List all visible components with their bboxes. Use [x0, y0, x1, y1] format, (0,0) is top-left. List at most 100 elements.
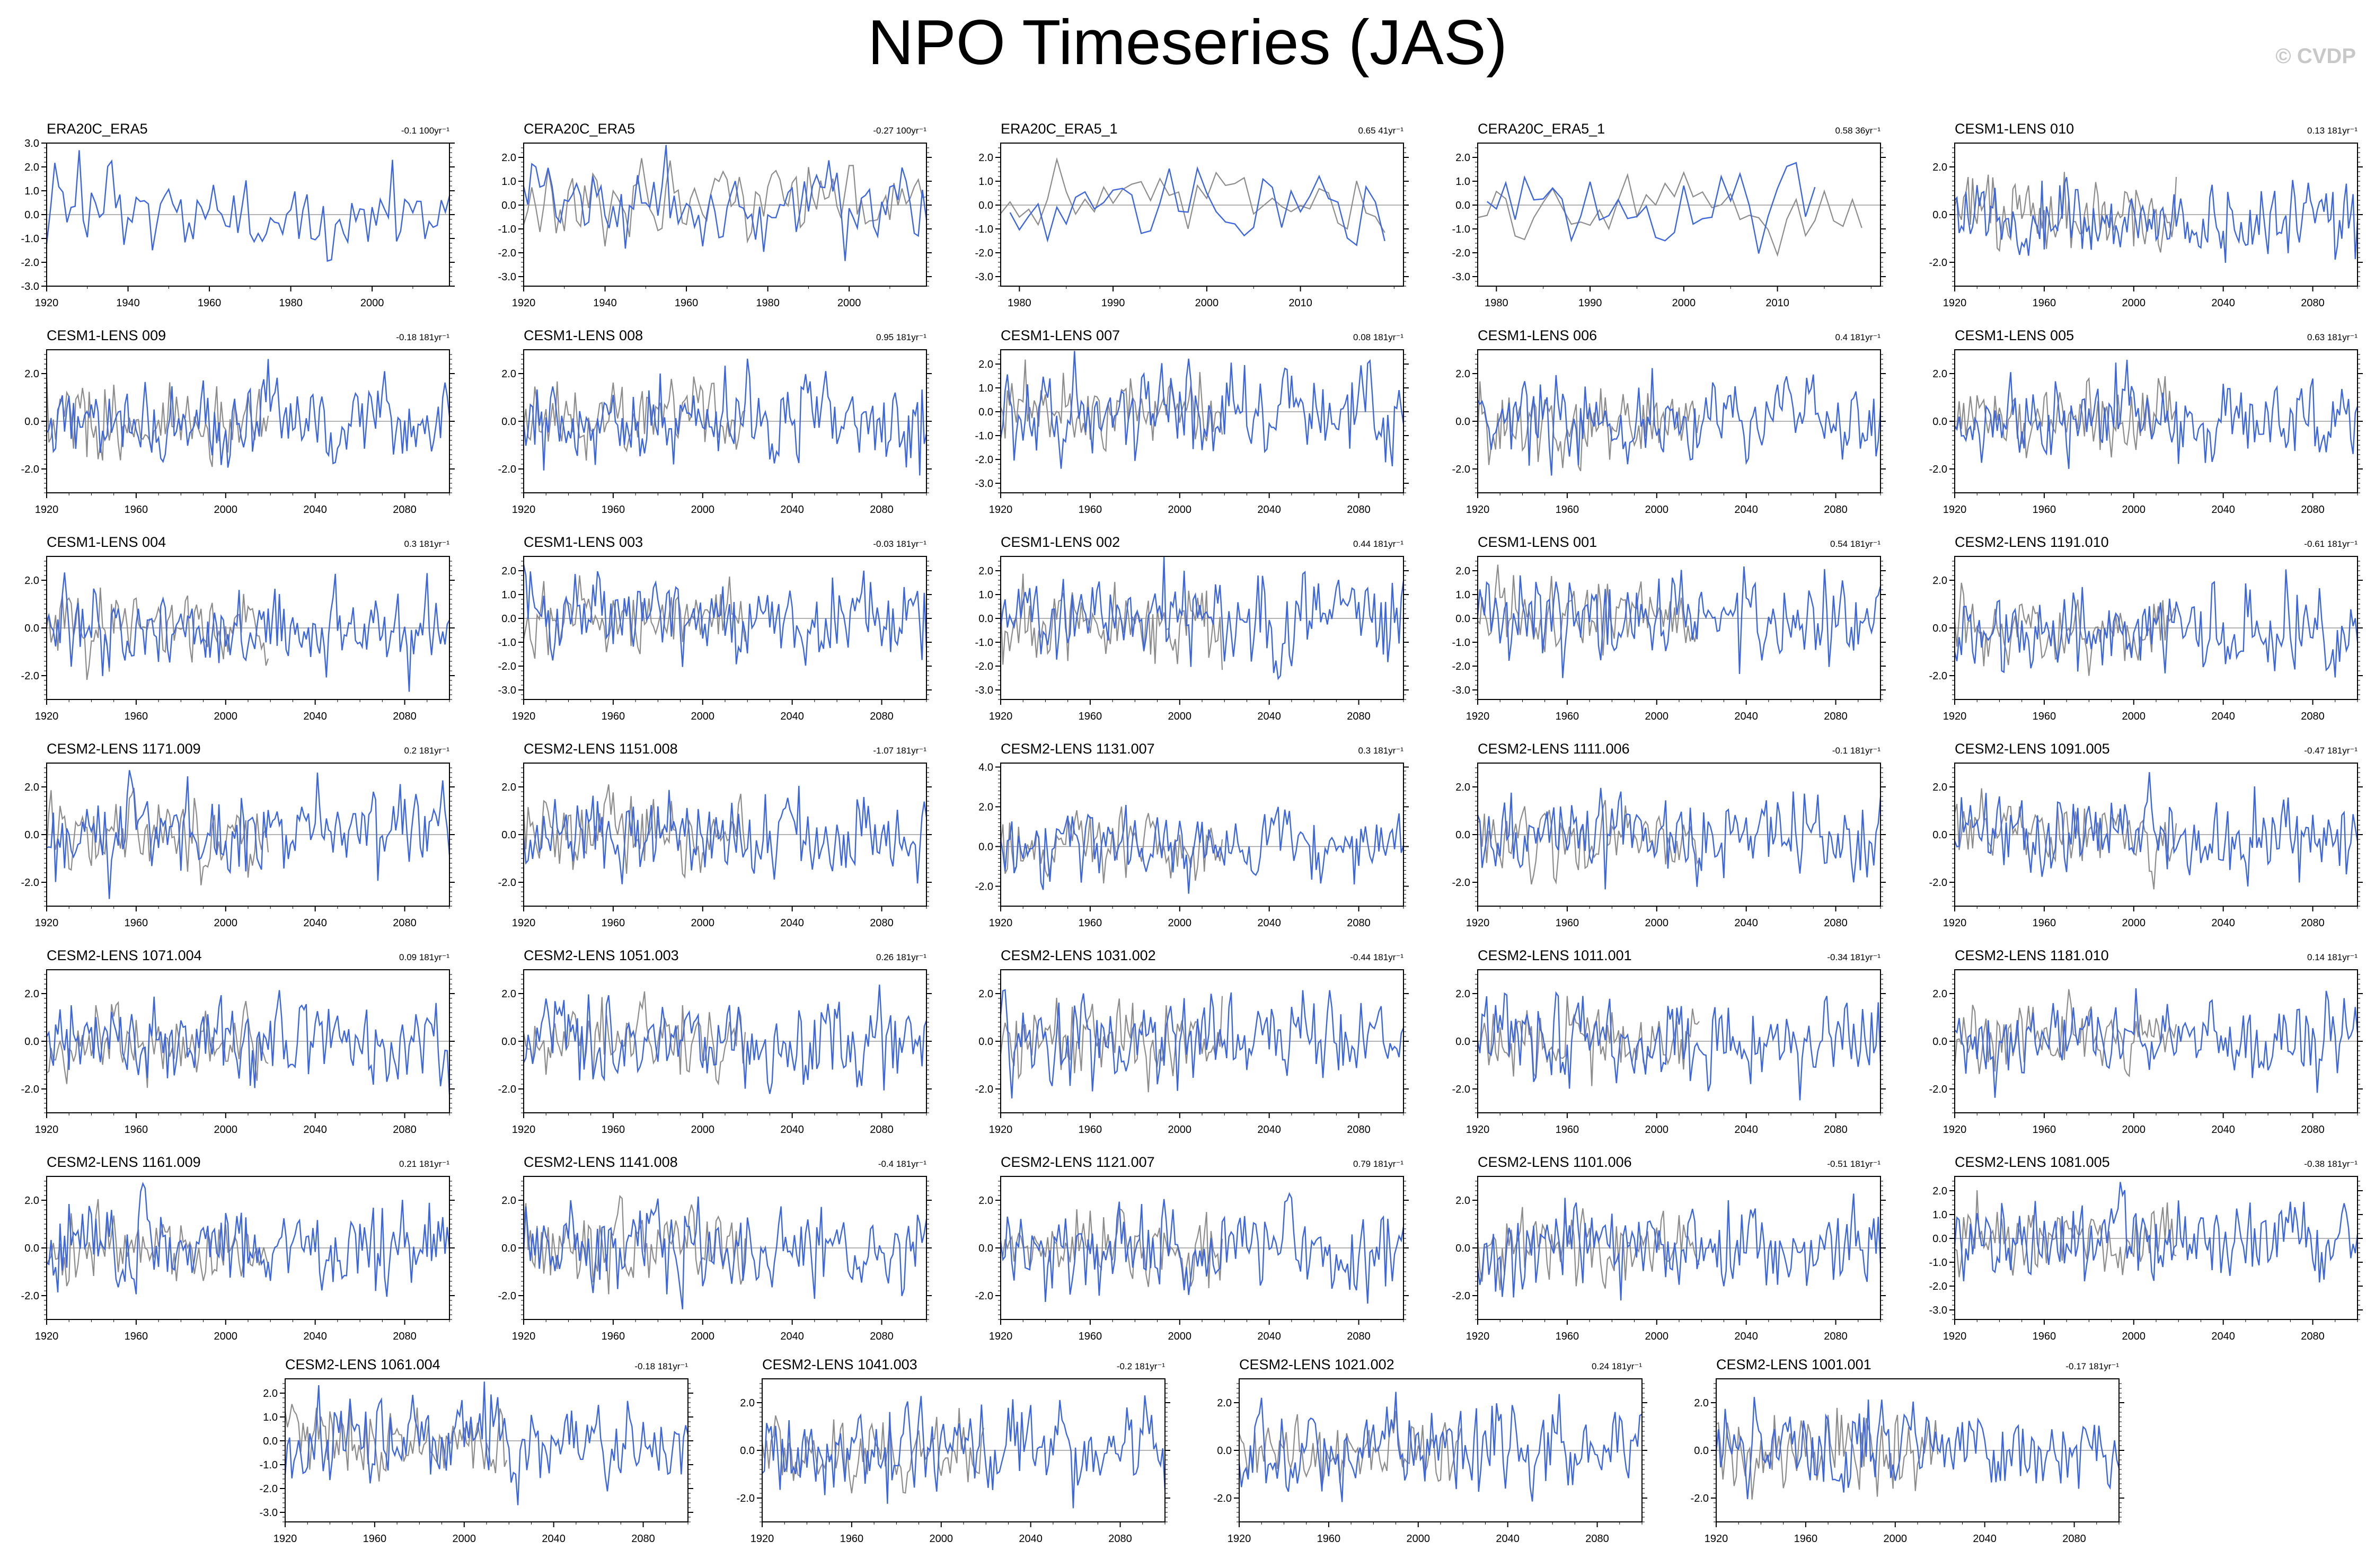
- x-tick-label: 1920: [1466, 1124, 1490, 1136]
- panel-title: CESM1-LENS 006: [1478, 327, 1597, 343]
- x-tick-label: 2000: [214, 711, 238, 722]
- y-tick-label: 0.0: [24, 829, 39, 841]
- series-line: [523, 145, 928, 261]
- x-tick-label: 2080: [393, 1124, 417, 1136]
- y-tick-label: -3.0: [1452, 271, 1470, 283]
- x-tick-label: 2080: [393, 711, 417, 722]
- y-tick-label: -3.0: [975, 685, 993, 696]
- panel-trend: 0.54 181yr⁻¹: [1830, 539, 1880, 549]
- series-line: [46, 359, 451, 468]
- panel-15: CESM2-LENS 1191.010 -0.61 181yr⁻¹ 2.0 0.0 -2…: [1929, 534, 2363, 722]
- y-tick-label: -2.0: [1452, 1084, 1470, 1095]
- x-tick-label: 2040: [303, 1124, 327, 1136]
- panel-8: CESM1-LENS 007 0.08 181yr⁻¹ 2.0 1.0 0.0 -1.0 -…: [975, 327, 1409, 516]
- y-tick-label: 2.0: [978, 359, 993, 370]
- y-tick-label: 0.0: [24, 209, 39, 221]
- y-tick-label: -2.0: [1452, 1290, 1470, 1302]
- series-line: [523, 564, 928, 667]
- panel-2: CERA20C_ERA5 -0.27 100yr⁻¹ 2.0 1.0 0.0 -1.0 -2…: [498, 121, 932, 309]
- x-tick-label: 1960: [198, 297, 222, 309]
- y-tick-label: 0.0: [1694, 1445, 1709, 1457]
- x-tick-label: 1960: [1794, 1533, 1818, 1545]
- y-tick-label: -1.0: [975, 430, 993, 442]
- x-tick-label: 2040: [1734, 917, 1758, 929]
- panel-16: CESM2-LENS 1171.009 0.2 181yr⁻¹ 2.0 0.0 -2.0…: [21, 741, 455, 929]
- y-tick-label: 0.0: [978, 841, 993, 853]
- observed-series-line: [1954, 582, 2177, 676]
- x-tick-label: 2040: [780, 1331, 804, 1342]
- x-tick-label: 1980: [1008, 297, 1031, 309]
- x-tick-label: 1940: [116, 297, 140, 309]
- x-tick-label: 1960: [1556, 711, 1579, 722]
- y-tick-label: 0.0: [24, 1036, 39, 1048]
- x-tick-label: 2080: [2301, 297, 2325, 309]
- y-tick-label: 2.0: [501, 782, 516, 793]
- observed-series-line: [1954, 1190, 2177, 1278]
- y-tick-label: 2.0: [978, 802, 993, 813]
- series-line: [46, 770, 451, 899]
- panel-31: CESM2-LENS 1061.004 -0.18 181yr⁻¹ 2.0 1.0 0.…: [260, 1357, 693, 1545]
- y-tick-label: 0.0: [1455, 416, 1470, 428]
- observed-series-line: [1477, 171, 1862, 257]
- observed-series-line: [1000, 573, 1223, 670]
- series-line: [1954, 1182, 2359, 1283]
- observed-series-line: [1716, 1407, 1939, 1500]
- y-tick-label: 2.0: [263, 1388, 278, 1399]
- x-tick-label: 1960: [2033, 504, 2056, 516]
- x-tick-label: 2080: [1347, 1124, 1371, 1136]
- panel-trend: 0.65 41yr⁻¹: [1358, 126, 1403, 136]
- y-tick-label: 3.0: [24, 138, 39, 149]
- x-tick-label: 2000: [1168, 504, 1192, 516]
- y-tick-label: -2.0: [975, 661, 993, 672]
- x-tick-label: 1960: [1556, 1331, 1579, 1342]
- x-tick-label: 1960: [602, 1331, 625, 1342]
- x-tick-label: 2080: [1108, 1533, 1132, 1545]
- x-tick-label: 2080: [870, 1124, 894, 1136]
- x-tick-label: 2000: [1407, 1533, 1431, 1545]
- x-tick-label: 2000: [2122, 917, 2146, 929]
- y-tick-label: -3.0: [975, 478, 993, 490]
- series-line: [1000, 351, 1405, 469]
- x-tick-label: 1920: [1466, 504, 1490, 516]
- panel-trend: 0.09 181yr⁻¹: [399, 952, 449, 962]
- x-tick-label: 1980: [756, 297, 780, 309]
- x-tick-label: 2080: [870, 1331, 894, 1342]
- x-tick-label: 2040: [1019, 1533, 1043, 1545]
- series-line: [1477, 991, 1882, 1101]
- x-tick-label: 1960: [602, 711, 625, 722]
- panel-title: CESM1-LENS 005: [1955, 327, 2074, 343]
- panel-title: CESM2-LENS 1161.009: [47, 1154, 201, 1170]
- plot-frame: [1477, 143, 1881, 287]
- panel-title: CESM1-LENS 001: [1478, 534, 1597, 550]
- x-tick-label: 2080: [1347, 917, 1371, 929]
- plot-frame: [1477, 556, 1881, 700]
- observed-series-line: [1238, 1411, 1462, 1487]
- y-tick-label: 0.0: [1932, 416, 1947, 428]
- y-tick-label: -2.0: [1452, 661, 1470, 672]
- y-tick-label: -2.0: [975, 1084, 993, 1095]
- x-tick-label: 2000: [2122, 1124, 2146, 1136]
- panel-17: CESM2-LENS 1151.008 -1.07 181yr⁻¹ 2.0 0.0 -2…: [498, 741, 932, 929]
- x-tick-label: 2000: [2122, 1331, 2146, 1342]
- panel-5: CESM1-LENS 010 0.13 181yr⁻¹ 2.0 0.0 -2.0 1920…: [1929, 121, 2363, 309]
- x-tick-label: 2080: [1347, 504, 1371, 516]
- x-tick-label: 2040: [1257, 917, 1281, 929]
- panel-title: CERA20C_ERA5: [524, 121, 635, 137]
- y-tick-label: -2.0: [1691, 1493, 1709, 1504]
- panel-trend: -0.38 181yr⁻¹: [2304, 1159, 2358, 1169]
- x-tick-label: 1920: [512, 1331, 536, 1342]
- panel-12: CESM1-LENS 003 -0.03 181yr⁻¹ 2.0 1.0 0.0 -1.0…: [498, 534, 932, 722]
- x-tick-label: 2080: [1824, 1124, 1848, 1136]
- x-tick-label: 1920: [1705, 1533, 1728, 1545]
- y-tick-label: 2.0: [501, 565, 516, 577]
- series-line: [1000, 1192, 1405, 1304]
- panel-trend: -0.18 181yr⁻¹: [634, 1361, 688, 1371]
- observed-series-line: [46, 587, 269, 680]
- panel-trend: 0.21 181yr⁻¹: [399, 1159, 449, 1169]
- y-tick-label: 0.0: [1217, 1445, 1232, 1457]
- x-tick-label: 2000: [837, 297, 861, 309]
- observed-series-line: [523, 784, 746, 879]
- x-tick-label: 1980: [1485, 297, 1508, 309]
- panel-14: CESM1-LENS 001 0.54 181yr⁻¹ 2.0 1.0 0.0 -1.0 -…: [1452, 534, 1886, 722]
- x-tick-label: 2000: [930, 1533, 953, 1545]
